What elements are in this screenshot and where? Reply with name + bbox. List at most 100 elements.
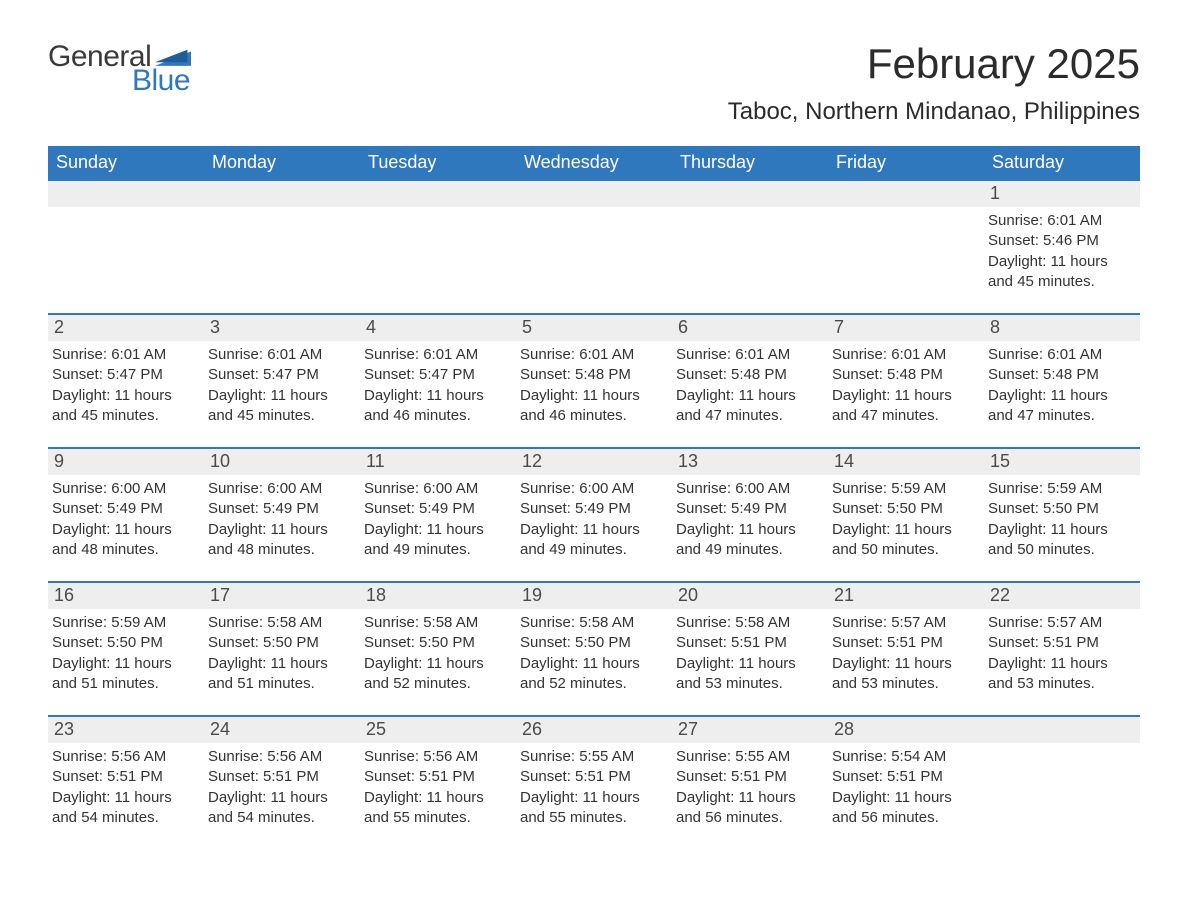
brand-word-2: Blue [132, 64, 190, 98]
daylight-line2: and 51 minutes. [52, 674, 198, 694]
daylight-line2: and 47 minutes. [988, 406, 1134, 426]
day-details [828, 207, 984, 211]
sunset-text: Sunset: 5:48 PM [676, 365, 822, 385]
day-number: 27 [672, 717, 828, 743]
daylight-line2: and 55 minutes. [364, 808, 510, 828]
day-number: 3 [204, 315, 360, 341]
daylight-line2: and 47 minutes. [832, 406, 978, 426]
day-details: Sunrise: 5:55 AMSunset: 5:51 PMDaylight:… [516, 743, 672, 828]
daylight-line2: and 51 minutes. [208, 674, 354, 694]
daylight-line1: Daylight: 11 hours [52, 520, 198, 540]
daylight-line1: Daylight: 11 hours [988, 654, 1134, 674]
day-details: Sunrise: 5:57 AMSunset: 5:51 PMDaylight:… [984, 609, 1140, 694]
sunset-text: Sunset: 5:50 PM [208, 633, 354, 653]
daylight-line1: Daylight: 11 hours [520, 520, 666, 540]
calendar-cell: 6Sunrise: 6:01 AMSunset: 5:48 PMDaylight… [672, 315, 828, 435]
sunset-text: Sunset: 5:49 PM [52, 499, 198, 519]
sunset-text: Sunset: 5:51 PM [520, 767, 666, 787]
calendar-cell: 27Sunrise: 5:55 AMSunset: 5:51 PMDayligh… [672, 717, 828, 837]
day-details [984, 743, 1140, 747]
sunset-text: Sunset: 5:47 PM [52, 365, 198, 385]
sunrise-text: Sunrise: 5:59 AM [832, 479, 978, 499]
day-details: Sunrise: 5:56 AMSunset: 5:51 PMDaylight:… [48, 743, 204, 828]
day-details: Sunrise: 5:56 AMSunset: 5:51 PMDaylight:… [360, 743, 516, 828]
daylight-line1: Daylight: 11 hours [832, 788, 978, 808]
sunrise-text: Sunrise: 6:01 AM [52, 345, 198, 365]
sunset-text: Sunset: 5:51 PM [832, 633, 978, 653]
calendar-cell: 21Sunrise: 5:57 AMSunset: 5:51 PMDayligh… [828, 583, 984, 703]
day-details: Sunrise: 6:01 AMSunset: 5:46 PMDaylight:… [984, 207, 1140, 292]
sunrise-text: Sunrise: 5:56 AM [208, 747, 354, 767]
sunset-text: Sunset: 5:47 PM [208, 365, 354, 385]
sunset-text: Sunset: 5:49 PM [364, 499, 510, 519]
day-details: Sunrise: 5:57 AMSunset: 5:51 PMDaylight:… [828, 609, 984, 694]
calendar-cell: 9Sunrise: 6:00 AMSunset: 5:49 PMDaylight… [48, 449, 204, 569]
sunset-text: Sunset: 5:48 PM [988, 365, 1134, 385]
daylight-line1: Daylight: 11 hours [364, 386, 510, 406]
day-details: Sunrise: 6:01 AMSunset: 5:48 PMDaylight:… [672, 341, 828, 426]
daylight-line1: Daylight: 11 hours [988, 252, 1134, 272]
day-details: Sunrise: 5:58 AMSunset: 5:50 PMDaylight:… [516, 609, 672, 694]
day-details: Sunrise: 5:56 AMSunset: 5:51 PMDaylight:… [204, 743, 360, 828]
daylight-line2: and 45 minutes. [988, 272, 1134, 292]
day-number: 5 [516, 315, 672, 341]
day-number: 6 [672, 315, 828, 341]
sunset-text: Sunset: 5:49 PM [676, 499, 822, 519]
daylight-line2: and 49 minutes. [520, 540, 666, 560]
daylight-line2: and 55 minutes. [520, 808, 666, 828]
daylight-line2: and 50 minutes. [988, 540, 1134, 560]
daylight-line1: Daylight: 11 hours [520, 788, 666, 808]
sunrise-text: Sunrise: 6:01 AM [208, 345, 354, 365]
calendar-cell: 3Sunrise: 6:01 AMSunset: 5:47 PMDaylight… [204, 315, 360, 435]
daylight-line2: and 46 minutes. [520, 406, 666, 426]
day-number: 11 [360, 449, 516, 475]
day-details [48, 207, 204, 211]
sunrise-text: Sunrise: 6:01 AM [832, 345, 978, 365]
calendar-cell: 13Sunrise: 6:00 AMSunset: 5:49 PMDayligh… [672, 449, 828, 569]
sunrise-text: Sunrise: 6:01 AM [676, 345, 822, 365]
daylight-line2: and 52 minutes. [364, 674, 510, 694]
calendar-cell: 23Sunrise: 5:56 AMSunset: 5:51 PMDayligh… [48, 717, 204, 837]
brand-logo: General Blue [48, 40, 191, 98]
calendar-grid: SundayMondayTuesdayWednesdayThursdayFrid… [48, 146, 1140, 837]
weekday-header: Friday [828, 146, 984, 181]
day-number: 26 [516, 717, 672, 743]
weekday-header: Monday [204, 146, 360, 181]
daylight-line2: and 53 minutes. [988, 674, 1134, 694]
day-details: Sunrise: 6:00 AMSunset: 5:49 PMDaylight:… [516, 475, 672, 560]
daylight-line1: Daylight: 11 hours [52, 386, 198, 406]
day-details: Sunrise: 6:01 AMSunset: 5:48 PMDaylight:… [828, 341, 984, 426]
day-details: Sunrise: 6:01 AMSunset: 5:47 PMDaylight:… [48, 341, 204, 426]
calendar-cell: 5Sunrise: 6:01 AMSunset: 5:48 PMDaylight… [516, 315, 672, 435]
daylight-line2: and 46 minutes. [364, 406, 510, 426]
sunset-text: Sunset: 5:48 PM [520, 365, 666, 385]
sunset-text: Sunset: 5:49 PM [208, 499, 354, 519]
daylight-line2: and 53 minutes. [676, 674, 822, 694]
day-details: Sunrise: 6:01 AMSunset: 5:47 PMDaylight:… [204, 341, 360, 426]
daylight-line1: Daylight: 11 hours [520, 386, 666, 406]
sunrise-text: Sunrise: 6:00 AM [52, 479, 198, 499]
daylight-line1: Daylight: 11 hours [832, 386, 978, 406]
daylight-line1: Daylight: 11 hours [52, 788, 198, 808]
daylight-line1: Daylight: 11 hours [52, 654, 198, 674]
sunset-text: Sunset: 5:51 PM [208, 767, 354, 787]
sunset-text: Sunset: 5:50 PM [832, 499, 978, 519]
daylight-line2: and 48 minutes. [208, 540, 354, 560]
day-details: Sunrise: 5:55 AMSunset: 5:51 PMDaylight:… [672, 743, 828, 828]
weekday-header: Thursday [672, 146, 828, 181]
sunrise-text: Sunrise: 5:57 AM [832, 613, 978, 633]
daylight-line1: Daylight: 11 hours [832, 654, 978, 674]
daylight-line1: Daylight: 11 hours [208, 788, 354, 808]
weekday-header: Tuesday [360, 146, 516, 181]
daylight-line2: and 45 minutes. [52, 406, 198, 426]
flag-icon [155, 46, 191, 66]
daylight-line1: Daylight: 11 hours [364, 654, 510, 674]
calendar-cell [672, 181, 828, 301]
daylight-line2: and 50 minutes. [832, 540, 978, 560]
sunset-text: Sunset: 5:50 PM [52, 633, 198, 653]
calendar-cell: 2Sunrise: 6:01 AMSunset: 5:47 PMDaylight… [48, 315, 204, 435]
day-details: Sunrise: 5:58 AMSunset: 5:50 PMDaylight:… [204, 609, 360, 694]
calendar-cell: 12Sunrise: 6:00 AMSunset: 5:49 PMDayligh… [516, 449, 672, 569]
sunrise-text: Sunrise: 5:58 AM [676, 613, 822, 633]
daylight-line1: Daylight: 11 hours [832, 520, 978, 540]
